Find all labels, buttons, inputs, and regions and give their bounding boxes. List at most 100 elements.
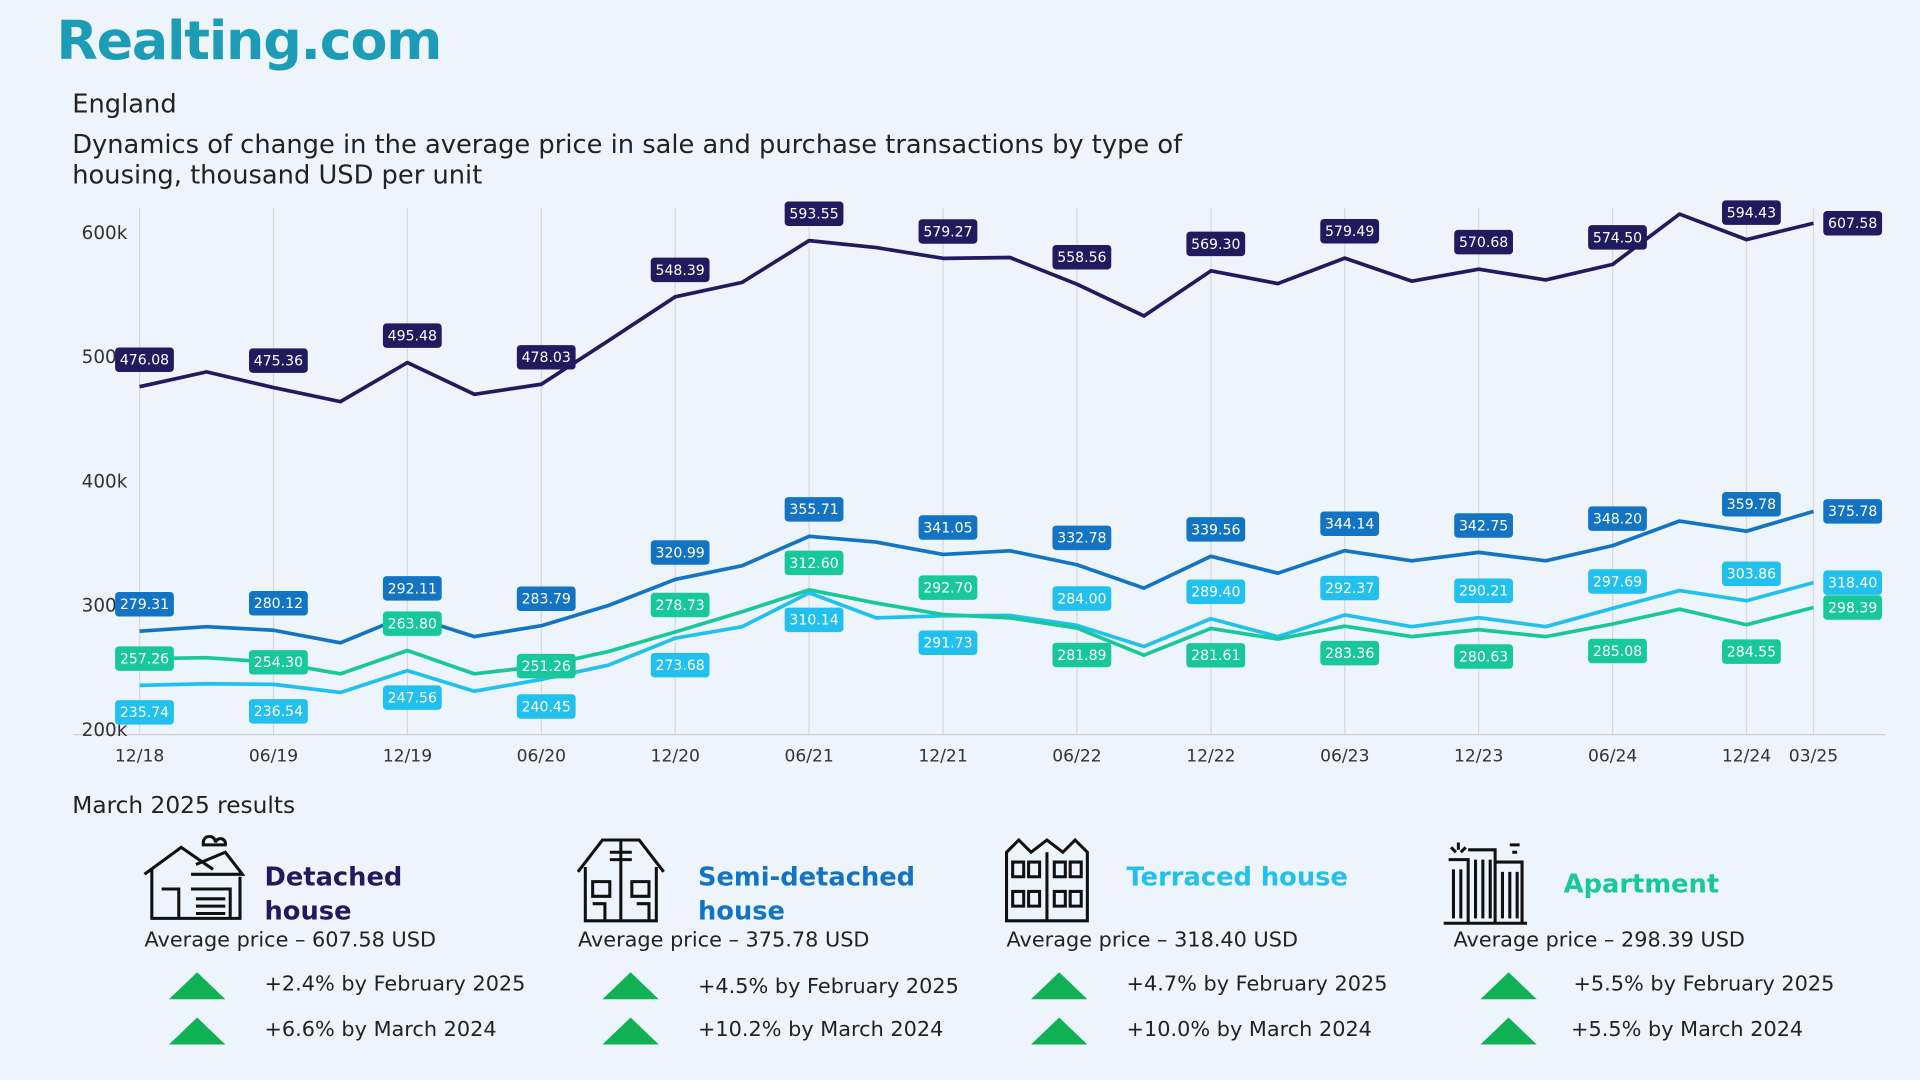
change: +5.5% by March 2024 xyxy=(1571,1017,1804,1043)
data-label-box xyxy=(1722,200,1781,225)
average-price: Average price – 607.58 USD xyxy=(144,928,436,953)
data-label-box xyxy=(784,607,844,633)
data-label-box xyxy=(516,653,576,679)
data-label-box xyxy=(1588,225,1647,250)
data-label-box xyxy=(1823,595,1883,620)
data-label: 303.86 xyxy=(1727,567,1776,583)
data-label-box xyxy=(1588,638,1647,664)
logo: Realting.com xyxy=(56,9,442,73)
change: +10.2% by March 2024 xyxy=(697,1017,944,1043)
x-tick-label: 06/24 xyxy=(1588,747,1637,767)
data-label: 478.03 xyxy=(522,350,571,366)
data-label: 281.89 xyxy=(1057,648,1106,664)
data-label: 280.12 xyxy=(254,596,303,612)
data-label: 318.40 xyxy=(1828,576,1877,592)
x-tick-label: 12/24 xyxy=(1722,747,1771,767)
data-label-box xyxy=(249,650,308,675)
change: +4.7% by February 2025 xyxy=(1126,972,1388,997)
up-arrow xyxy=(1480,1017,1537,1045)
x-tick-label: 12/18 xyxy=(115,747,164,767)
data-label: 355.71 xyxy=(789,502,838,518)
data-label-box xyxy=(516,345,576,370)
data-label: 375.78 xyxy=(1828,504,1877,520)
data-label-box xyxy=(784,550,844,576)
data-label-box xyxy=(115,700,174,725)
up-arrow xyxy=(602,1017,659,1045)
data-label: 344.14 xyxy=(1325,517,1374,533)
data-label-box xyxy=(918,575,978,600)
card-name: Semi-detached house xyxy=(697,862,916,926)
change: +6.6% by March 2024 xyxy=(264,1017,497,1043)
result-card: Terraced house Average price – 318.40 US… xyxy=(1004,833,1420,1066)
change: +5.5% by February 2025 xyxy=(1573,972,1835,997)
data-label: 339.56 xyxy=(1191,522,1240,538)
x-tick-label: 12/20 xyxy=(651,747,700,767)
result-card: Semi-detached house Average price – 375.… xyxy=(576,833,992,1066)
up-arrow xyxy=(1480,972,1537,1000)
data-label: 284.55 xyxy=(1727,645,1776,661)
data-label: 291.73 xyxy=(923,636,972,652)
data-label: 548.39 xyxy=(656,263,705,279)
data-label: 257.26 xyxy=(120,652,169,668)
data-label: 283.36 xyxy=(1325,646,1374,662)
data-label: 279.31 xyxy=(120,597,169,613)
data-label-box xyxy=(1722,561,1781,587)
data-label-box xyxy=(115,646,174,671)
data-label: 273.68 xyxy=(656,658,705,674)
data-label: 607.58 xyxy=(1828,216,1877,232)
data-label-box xyxy=(1052,586,1112,611)
data-label-box xyxy=(1320,511,1380,536)
up-arrow xyxy=(168,1017,226,1045)
data-label: 570.68 xyxy=(1459,235,1508,251)
data-label-box xyxy=(382,611,442,636)
data-label: 475.36 xyxy=(254,354,303,370)
data-label-box xyxy=(650,257,710,283)
data-label-box xyxy=(115,347,174,372)
data-label-box xyxy=(382,685,442,710)
result-card: Apartment Average price – 298.39 USD +5.… xyxy=(1441,833,1857,1066)
data-label-box xyxy=(1823,570,1883,595)
data-label-box xyxy=(1722,492,1781,517)
x-tick-label: 12/19 xyxy=(383,747,432,767)
data-label-box xyxy=(1186,231,1246,257)
data-label-box xyxy=(516,694,576,719)
up-arrow xyxy=(168,972,226,1000)
data-label-box xyxy=(382,576,442,601)
data-label-box xyxy=(918,515,978,540)
average-price: Average price – 298.39 USD xyxy=(1453,928,1745,953)
data-label: 312.60 xyxy=(789,556,838,572)
data-label-box xyxy=(1823,499,1883,524)
data-label-box xyxy=(516,586,576,611)
data-label: 281.61 xyxy=(1191,648,1240,664)
data-label: 292.37 xyxy=(1325,581,1374,597)
chart: 12/18 06/19 12/19 06/20 12/20 06/21 12/21 06/22… xyxy=(73,200,1886,767)
data-label-box xyxy=(1823,210,1883,236)
data-label: 240.45 xyxy=(522,699,571,715)
data-label: 594.43 xyxy=(1727,206,1776,222)
data-label-box xyxy=(1186,643,1246,668)
data-label-box xyxy=(1052,244,1112,270)
x-tick-label: 03/25 xyxy=(1789,747,1838,767)
up-arrow xyxy=(602,972,659,1000)
data-label-box xyxy=(650,652,710,678)
data-label: 247.56 xyxy=(388,691,437,707)
x-tick-label: 06/19 xyxy=(249,747,298,767)
data-label: 359.78 xyxy=(1727,497,1776,513)
y-tick-label: 600k xyxy=(82,223,128,244)
data-label: 236.54 xyxy=(254,704,303,720)
data-label: 310.14 xyxy=(789,613,838,629)
data-label: 558.56 xyxy=(1057,250,1106,266)
data-label: 254.30 xyxy=(254,655,303,671)
data-label: 579.27 xyxy=(923,224,972,240)
x-tick-label: 06/20 xyxy=(517,747,566,767)
data-label-box xyxy=(1588,569,1647,594)
data-label-box xyxy=(1454,578,1513,603)
data-label-box xyxy=(650,540,710,565)
data-label-box xyxy=(1320,218,1380,244)
data-label-box xyxy=(249,699,308,724)
data-label: 342.75 xyxy=(1459,518,1508,534)
data-label: 251.26 xyxy=(522,659,571,675)
change: +10.0% by March 2024 xyxy=(1126,1017,1372,1043)
icon xyxy=(1005,837,1089,923)
